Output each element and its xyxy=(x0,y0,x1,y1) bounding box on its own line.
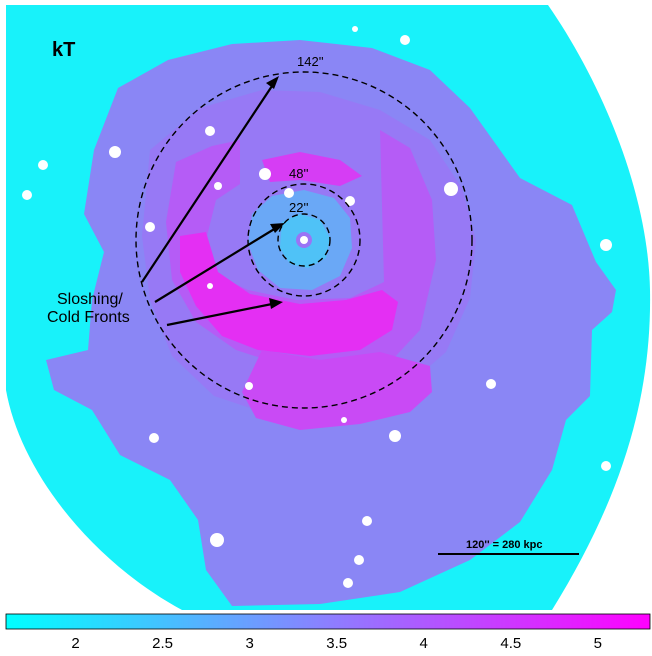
colorbar-tick-label: 3.5 xyxy=(326,635,347,652)
point-source xyxy=(400,35,410,45)
colorbar-tick-label: 5 xyxy=(594,635,602,652)
colorbar-tick-label: 2.5 xyxy=(152,635,173,652)
point-source xyxy=(259,168,271,180)
point-source xyxy=(600,239,612,251)
point-source xyxy=(389,430,401,442)
colorbar-tick-label: 4 xyxy=(420,635,428,652)
point-source xyxy=(205,126,215,136)
point-source xyxy=(145,222,155,232)
point-source xyxy=(109,146,121,158)
point-source xyxy=(22,190,32,200)
point-source xyxy=(245,382,253,390)
point-source xyxy=(341,417,347,423)
point-source xyxy=(207,283,213,289)
point-source xyxy=(486,379,496,389)
point-source xyxy=(284,188,294,198)
point-source xyxy=(352,26,358,32)
point-source xyxy=(354,555,364,565)
annotation-line2: Cold Fronts xyxy=(47,309,130,326)
region-label-22: 22'' xyxy=(289,200,308,215)
colorbar-ticks: 2 2.5 3 3.5 4 4.5 5 xyxy=(71,635,602,652)
point-source xyxy=(38,160,48,170)
point-source xyxy=(343,578,353,588)
region-label-48: 48'' xyxy=(289,166,308,181)
scale-bar-label: 120'' = 280 kpc xyxy=(466,539,542,551)
point-source xyxy=(444,182,458,196)
point-source xyxy=(300,236,308,244)
colorbar-tick-label: 3 xyxy=(246,635,254,652)
colorbar-tick-label: 2 xyxy=(71,635,79,652)
annotation-line1: Sloshing/ xyxy=(57,291,123,308)
point-source xyxy=(362,516,372,526)
point-source xyxy=(601,461,611,471)
colorbar-tick-label: 4.5 xyxy=(500,635,521,652)
colorbar-gradient xyxy=(6,614,650,629)
panel-label: kT xyxy=(52,39,75,61)
point-source xyxy=(214,182,222,190)
point-source xyxy=(149,433,159,443)
colorbar: 2 2.5 3 3.5 4 4.5 5 xyxy=(6,614,650,652)
region-label-142: 142'' xyxy=(297,54,324,69)
point-source xyxy=(210,533,224,547)
